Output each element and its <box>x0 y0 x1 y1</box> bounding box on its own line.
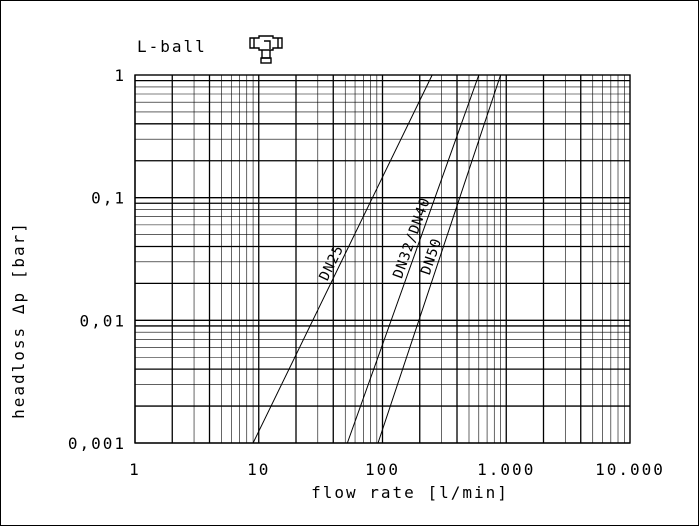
l-ball-valve-icon <box>249 35 283 64</box>
y-axis-label: headloss Δp [bar] <box>9 221 28 419</box>
series-label: DN50 <box>418 236 445 277</box>
x-tick-label: 10.000 <box>595 460 665 479</box>
y-tick-label: 0,001 <box>68 434 126 453</box>
tick-labels: 1 10 100 1.000 10.000 0,001 0,01 0,1 1 <box>68 66 665 479</box>
x-tick-label: 1 <box>129 460 141 479</box>
y-tick-label: 0,01 <box>79 311 126 330</box>
x-tick-label: 10 <box>247 460 270 479</box>
series-label: DN25 <box>316 242 347 283</box>
series-line-dn50 <box>377 74 502 444</box>
x-tick-label: 1.000 <box>477 460 535 479</box>
series-line-dn32-dn40 <box>346 74 480 444</box>
x-axis-label: flow rate [l/min] <box>311 483 509 502</box>
series-line-dn25 <box>252 74 433 444</box>
grid <box>134 75 630 444</box>
x-tick-label: 100 <box>365 460 400 479</box>
y-tick-label: 1 <box>114 66 126 85</box>
plot-border <box>134 74 631 444</box>
chart-title: L-ball <box>137 37 207 56</box>
y-tick-label: 0,1 <box>91 189 126 208</box>
